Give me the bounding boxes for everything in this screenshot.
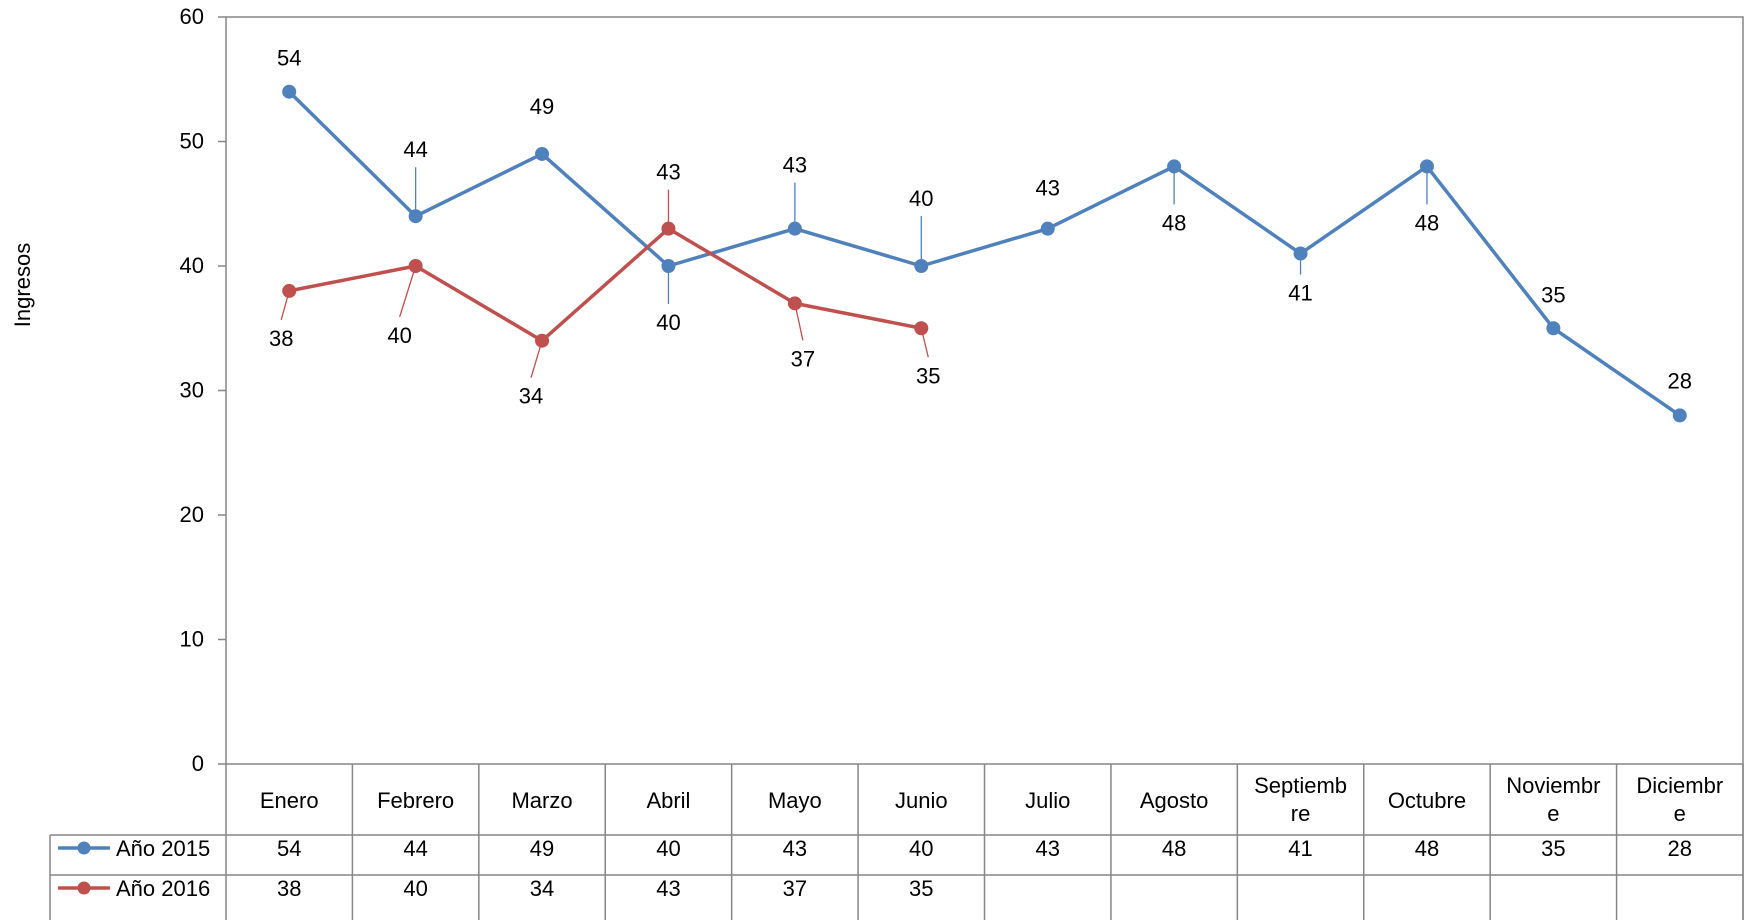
data-label: 48 bbox=[1415, 210, 1439, 235]
x-tick-label: Julio bbox=[1025, 788, 1070, 813]
data-label: 28 bbox=[1668, 368, 1692, 393]
y-tick-label: 30 bbox=[180, 378, 204, 403]
plot-area bbox=[225, 16, 1744, 765]
table-value: 54 bbox=[277, 836, 301, 861]
data-point bbox=[914, 259, 929, 273]
x-tick-label: Marzo bbox=[511, 788, 572, 813]
data-label: 40 bbox=[656, 310, 680, 335]
table-value: 43 bbox=[783, 836, 807, 861]
data-point bbox=[535, 146, 550, 161]
legend-label: Año 2016 bbox=[116, 876, 210, 901]
data-point bbox=[914, 321, 929, 336]
y-tick-label: 60 bbox=[180, 4, 204, 29]
data-point bbox=[1167, 159, 1182, 174]
series-line bbox=[288, 226, 922, 343]
y-tick-label: 0 bbox=[192, 751, 204, 776]
x-tick-label: Agosto bbox=[1140, 788, 1209, 813]
x-tick-label: Abril bbox=[646, 788, 690, 813]
data-label: 43 bbox=[783, 153, 807, 178]
y-tick-label: 10 bbox=[180, 627, 204, 652]
table-value: 34 bbox=[530, 876, 554, 901]
data-label: 54 bbox=[277, 46, 301, 71]
x-tick-label: Febrero bbox=[377, 788, 454, 813]
data-point bbox=[408, 259, 423, 273]
table-value: 43 bbox=[1035, 836, 1059, 861]
y-axis-title: Ingresos bbox=[10, 243, 35, 327]
data-label-leader bbox=[399, 265, 417, 318]
x-tick-label: Octubre bbox=[1388, 788, 1466, 813]
data-label: 44 bbox=[403, 137, 427, 162]
data-label: 43 bbox=[1035, 176, 1059, 201]
data-label: 41 bbox=[1288, 281, 1312, 306]
x-tick-label: Mayo bbox=[768, 788, 822, 813]
table-value: 40 bbox=[909, 836, 933, 861]
data-label: 37 bbox=[791, 346, 815, 371]
data-label: 35 bbox=[916, 363, 940, 388]
table-value: 44 bbox=[403, 836, 427, 861]
table-value: 35 bbox=[909, 876, 933, 901]
legend-marker bbox=[77, 841, 91, 855]
x-tick-label: Enero bbox=[260, 788, 319, 813]
series-line bbox=[287, 90, 1681, 417]
data-point bbox=[535, 333, 550, 348]
x-tick-label: Septiemb re bbox=[1254, 773, 1347, 826]
legend-label: Año 2015 bbox=[116, 836, 210, 861]
y-tick-label: 20 bbox=[180, 502, 204, 527]
table-value: 28 bbox=[1668, 836, 1692, 861]
data-point bbox=[661, 221, 676, 236]
data-label: 48 bbox=[1162, 210, 1186, 235]
data-label: 49 bbox=[530, 94, 554, 119]
x-tick-label: Junio bbox=[895, 788, 948, 813]
data-point bbox=[1040, 221, 1055, 236]
data-point bbox=[661, 259, 676, 273]
data-label: 43 bbox=[656, 160, 680, 185]
y-tick-label: 40 bbox=[180, 253, 204, 278]
table-value: 40 bbox=[403, 876, 427, 901]
table-value: 43 bbox=[656, 876, 680, 901]
x-tick-label: Diciembr e bbox=[1636, 773, 1723, 826]
table-value: 40 bbox=[656, 836, 680, 861]
data-label: 40 bbox=[387, 323, 411, 348]
table-value: 48 bbox=[1415, 836, 1439, 861]
data-label: 40 bbox=[909, 186, 933, 211]
data-label: 35 bbox=[1541, 282, 1565, 307]
data-label: 38 bbox=[269, 326, 293, 351]
data-point bbox=[787, 296, 802, 311]
data-point bbox=[282, 283, 297, 298]
data-point bbox=[408, 209, 423, 224]
table-value: 48 bbox=[1162, 836, 1186, 861]
data-point bbox=[1672, 408, 1687, 423]
data-point bbox=[1546, 321, 1561, 336]
data-point bbox=[787, 221, 802, 236]
x-tick-label: Noviembr e bbox=[1506, 773, 1600, 826]
data-label: 34 bbox=[519, 384, 543, 409]
data-point bbox=[282, 84, 297, 99]
table-value: 38 bbox=[277, 876, 301, 901]
y-tick-label: 50 bbox=[180, 129, 204, 154]
data-point bbox=[1419, 159, 1434, 174]
table-value: 35 bbox=[1541, 836, 1565, 861]
table-value: 41 bbox=[1288, 836, 1312, 861]
table-value: 37 bbox=[783, 876, 807, 901]
legend-marker bbox=[77, 881, 91, 895]
table-value: 49 bbox=[530, 836, 554, 861]
data-point bbox=[1293, 246, 1308, 261]
